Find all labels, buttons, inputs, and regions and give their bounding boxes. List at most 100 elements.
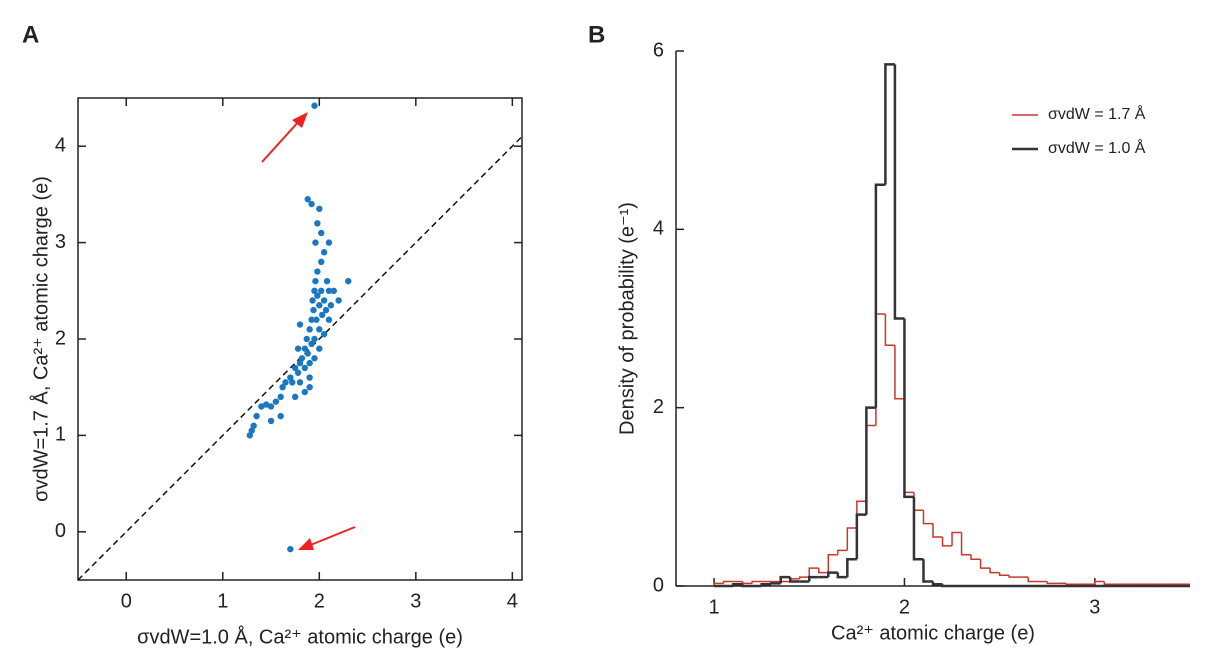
scatter-point <box>311 355 318 362</box>
scatter-point <box>287 374 294 381</box>
scatter-point <box>319 311 326 319</box>
histogram-step <box>837 549 848 555</box>
scatter-point <box>291 364 299 372</box>
histogram-step <box>798 576 810 579</box>
histogram-step <box>1027 577 1038 583</box>
scatter-point <box>312 239 319 246</box>
histogram-step <box>960 532 972 556</box>
y-tick-label: 4 <box>653 218 664 240</box>
histogram-step <box>722 580 734 584</box>
scatter-point <box>311 287 318 294</box>
histogram-step <box>788 577 800 583</box>
scatter-point <box>306 326 313 333</box>
scatter-point <box>289 379 296 386</box>
histogram-step <box>951 531 962 546</box>
histogram-step <box>713 582 724 586</box>
histogram-step <box>875 313 886 426</box>
histogram-step <box>865 424 876 502</box>
histogram-step <box>779 575 791 584</box>
scatter-point <box>316 205 323 213</box>
histogram-step <box>855 513 867 560</box>
scatter-point <box>318 287 325 294</box>
scatter-point <box>316 302 323 309</box>
scatter-point <box>301 364 309 372</box>
scatter-point <box>318 258 325 266</box>
scatter-point <box>325 287 333 294</box>
histogram-step <box>913 492 924 511</box>
histogram-step <box>741 584 753 588</box>
histogram-step <box>970 554 981 560</box>
histogram-step <box>931 581 943 586</box>
scatter-point <box>308 200 315 208</box>
plot-frame <box>77 97 523 581</box>
histogram-step <box>865 406 876 515</box>
scatter-point <box>327 302 335 309</box>
scatter-point <box>335 297 342 304</box>
scatter-point <box>303 335 310 343</box>
histogram-step <box>836 572 848 579</box>
scatter-point <box>312 277 319 285</box>
histogram-step <box>998 572 1010 577</box>
scatter-point <box>246 432 254 439</box>
scatter-point <box>308 316 315 323</box>
scatter-point <box>306 359 313 367</box>
histogram-step <box>979 559 991 569</box>
scatter-point <box>314 220 321 227</box>
scatter-point <box>253 412 260 420</box>
histogram-step <box>903 398 914 494</box>
scatter-point <box>304 196 311 203</box>
scatter-point <box>311 335 318 343</box>
histogram-step <box>893 64 905 320</box>
scatter-point <box>291 393 299 401</box>
scatter-point <box>250 422 257 429</box>
histogram-step <box>760 582 772 586</box>
y-tick-label: 3 <box>55 231 66 253</box>
scatter-point <box>258 403 265 410</box>
histogram-step <box>769 582 781 585</box>
histogram-step <box>751 580 762 584</box>
panel-label: B <box>588 21 605 48</box>
scatter-point <box>267 417 275 425</box>
arrow-lower <box>298 526 356 550</box>
scatter-point <box>296 321 304 328</box>
histogram-step <box>941 584 953 588</box>
y-tick-label: 6 <box>653 39 664 61</box>
histogram-step <box>1046 581 1057 585</box>
scatter-point <box>248 427 255 434</box>
x-axis-label: σvdW=1.0 Å, Ca²⁺ atomic charge (e) <box>137 625 463 648</box>
histogram-step <box>932 523 943 538</box>
histogram-step <box>1103 581 1114 585</box>
y-tick-label: 2 <box>55 327 66 349</box>
histogram-step <box>884 314 895 346</box>
scatter-point <box>316 345 323 352</box>
scatter-point <box>309 297 316 304</box>
histogram-step <box>912 496 924 561</box>
histogram-step <box>808 567 819 578</box>
arrow-upper <box>261 112 308 163</box>
x-tick-label: 1 <box>217 590 228 612</box>
scatter-point <box>298 355 306 362</box>
histogram-step <box>741 581 753 585</box>
scatter-point <box>318 229 325 237</box>
scatter-point <box>279 384 286 391</box>
scatter-point <box>322 306 330 314</box>
scatter-point <box>325 239 333 246</box>
histogram-step <box>846 527 857 551</box>
histogram-step <box>827 571 838 578</box>
histogram-step <box>818 568 829 574</box>
y-tick-label: 2 <box>653 396 664 418</box>
histogram-series <box>713 313 1190 586</box>
scatter-point <box>320 330 328 338</box>
scatter-point <box>306 374 313 381</box>
histogram-series <box>714 63 1190 588</box>
y-tick-label: 0 <box>55 520 66 542</box>
scatter-point <box>313 316 320 323</box>
scatter-point <box>306 384 313 391</box>
y-tick-label: 4 <box>55 134 66 156</box>
panel-label: A <box>22 21 39 48</box>
x-tick-label: 0 <box>121 590 132 612</box>
scatter-point <box>296 359 304 367</box>
scatter-point <box>311 102 318 109</box>
scatter-point <box>314 268 321 275</box>
